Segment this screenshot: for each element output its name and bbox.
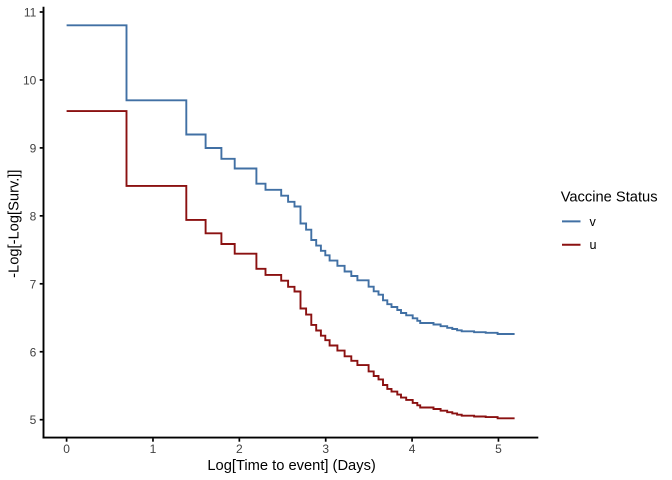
svg-text:2: 2 xyxy=(236,442,243,456)
svg-text:1: 1 xyxy=(150,442,157,456)
svg-text:7: 7 xyxy=(30,277,37,291)
svg-text:Log[Time to event] (Days): Log[Time to event] (Days) xyxy=(207,458,375,474)
svg-text:v: v xyxy=(590,215,597,229)
svg-text:11: 11 xyxy=(24,6,37,20)
svg-text:Vaccine Status: Vaccine Status xyxy=(561,190,658,206)
svg-text:9: 9 xyxy=(30,141,37,155)
svg-text:0: 0 xyxy=(63,442,70,456)
svg-text:3: 3 xyxy=(322,442,329,456)
svg-text:5: 5 xyxy=(30,413,37,427)
svg-text:10: 10 xyxy=(23,73,37,87)
svg-text:8: 8 xyxy=(30,209,37,223)
svg-text:u: u xyxy=(590,238,597,252)
svg-text:6: 6 xyxy=(30,345,37,359)
svg-text:5: 5 xyxy=(495,442,502,456)
svg-text:4: 4 xyxy=(409,442,416,456)
svg-text:-Log[-Log[Surv.]]: -Log[-Log[Surv.]] xyxy=(6,170,22,278)
